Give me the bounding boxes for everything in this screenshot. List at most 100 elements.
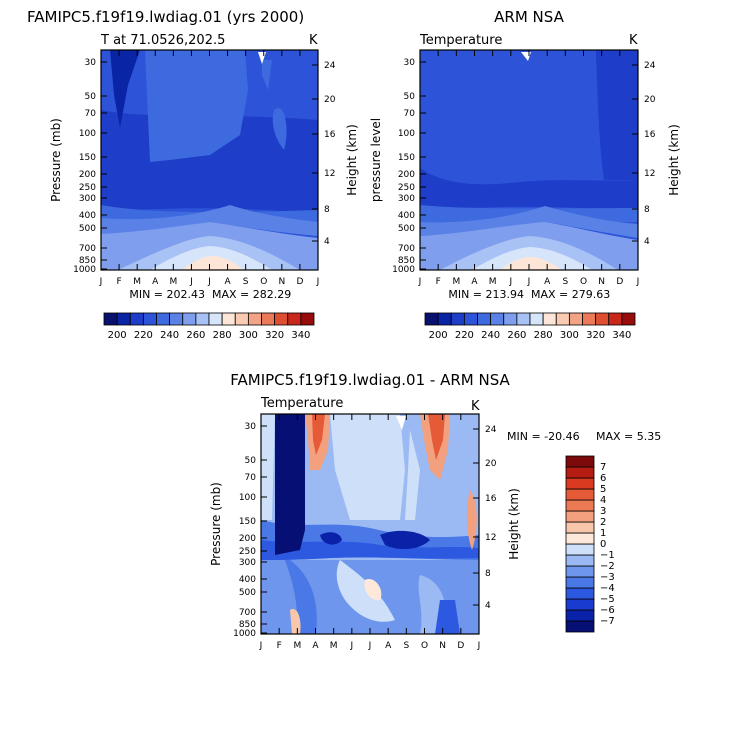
month-label: J xyxy=(418,277,422,287)
panel-diff-field xyxy=(261,414,479,634)
pressure-tick-label: 250 xyxy=(239,547,256,557)
colorbar-label: −1 xyxy=(600,550,615,561)
level-band-m0-5 xyxy=(330,414,405,520)
colorbar-swatch xyxy=(156,312,171,326)
colorbar-label: −5 xyxy=(600,594,615,605)
colorbar-swatch xyxy=(565,532,595,545)
level-band-245 xyxy=(101,205,318,236)
month-label: J xyxy=(368,641,372,651)
colorbar-label: −4 xyxy=(600,583,615,594)
month-label: J xyxy=(527,277,531,287)
height-tick-label: 24 xyxy=(324,61,336,71)
level-band-m7 xyxy=(275,414,305,555)
panel-model: FAMIPC5.f19f19.lwdiag.01 (yrs 2000) T at… xyxy=(27,8,359,341)
colorbar-label: 260 xyxy=(186,330,205,341)
pressure-tick-label: 1000 xyxy=(233,629,256,639)
pressure-tick-label: 500 xyxy=(398,224,415,234)
panel-obs-max: MAX = 279.63 xyxy=(531,288,610,301)
colorbar-swatch xyxy=(565,521,595,534)
month-label: A xyxy=(312,641,319,651)
pressure-tick-label: 30 xyxy=(404,58,416,68)
colorbar-swatch xyxy=(195,312,210,326)
pressure-tick-label: 50 xyxy=(404,92,416,102)
panel-obs: ARM NSA Temperature K 30 50 70 100 150 200 250… xyxy=(369,8,681,341)
month-label: J xyxy=(636,277,640,287)
colorbar-label: 240 xyxy=(160,330,179,341)
height-tick-label: 16 xyxy=(324,130,336,140)
level-band-285 xyxy=(500,257,562,270)
pressure-tick-label: 200 xyxy=(239,534,256,544)
height-tick-label: 20 xyxy=(324,95,336,105)
pressure-tick-label: 30 xyxy=(85,58,97,68)
pressure-tick-label: 700 xyxy=(79,244,96,254)
panel-obs-htick-labels: 24 20 16 12 8 4 xyxy=(644,61,656,247)
month-label: F xyxy=(277,641,282,651)
colorbar-swatch xyxy=(450,312,465,326)
colorbar-label: 320 xyxy=(265,330,284,341)
month-label: D xyxy=(616,277,623,287)
colorbar-label: 4 xyxy=(600,495,606,506)
pressure-tick-label: 30 xyxy=(245,422,257,432)
level-band-p4b xyxy=(428,414,445,460)
month-label: M xyxy=(133,277,141,287)
pressure-tick-label: 70 xyxy=(245,473,257,483)
pressure-tick-label: 150 xyxy=(398,153,415,163)
height-tick-label: 16 xyxy=(644,130,656,140)
panel-obs-ylabel-right: Height (km) xyxy=(667,124,681,195)
panel-diff-unit: K xyxy=(471,399,480,414)
colorbar-swatch xyxy=(477,312,492,326)
pressure-tick-label: 400 xyxy=(239,575,256,585)
colorbar-label: −6 xyxy=(600,605,615,616)
level-band-p0-5 xyxy=(364,579,382,601)
month-label: A xyxy=(385,641,392,651)
colorbar-swatch xyxy=(565,499,595,512)
panel-diff-subtitle: Temperature xyxy=(260,396,343,411)
colorbar-label: 280 xyxy=(213,330,232,341)
panel-model-max: MAX = 282.29 xyxy=(212,288,291,301)
level-band-215-right xyxy=(596,50,638,180)
colorbar-swatch xyxy=(565,620,595,633)
colorbar-swatch xyxy=(182,312,197,326)
panel-diff-min: MIN = -20.46 xyxy=(507,430,580,443)
pressure-tick-label: 850 xyxy=(398,256,415,266)
colorbar-swatch xyxy=(503,312,518,326)
month-label: S xyxy=(243,277,249,287)
missing-data-notch xyxy=(396,416,406,430)
colorbar-swatch xyxy=(103,312,118,326)
colorbar-label: 340 xyxy=(291,330,310,341)
month-label: J xyxy=(259,641,263,651)
month-label: J xyxy=(350,641,354,651)
level-band-p2c xyxy=(466,490,477,550)
panel-obs-unit: K xyxy=(629,33,638,48)
level-band-m6b xyxy=(320,532,342,545)
colorbar-label: 200 xyxy=(429,330,448,341)
colorbar-label: 0 xyxy=(600,539,606,550)
height-tick-label: 24 xyxy=(485,425,497,435)
panel-obs-tick-marks xyxy=(419,50,639,270)
colorbar-swatch xyxy=(595,312,610,326)
pressure-tick-label: 250 xyxy=(398,183,415,193)
colorbar-label: 340 xyxy=(612,330,631,341)
colorbar-swatch xyxy=(565,477,595,490)
panel-model-colorbar: 200 220 240 260 280 300 320 340 xyxy=(103,312,315,341)
level-band-225-spot xyxy=(262,60,272,90)
panel-diff: FAMIPC5.f19f19.lwdiag.01 - ARM NSA Tempe… xyxy=(209,371,661,651)
height-tick-label: 8 xyxy=(485,569,491,579)
height-tick-label: 8 xyxy=(644,205,650,215)
colorbar-swatch xyxy=(565,510,595,523)
colorbar-swatch xyxy=(568,312,583,326)
colorbar-swatch xyxy=(565,455,595,468)
month-label: N xyxy=(598,277,605,287)
month-label: O xyxy=(260,277,267,287)
level-band-285 xyxy=(182,256,244,270)
level-band-225-spot2 xyxy=(272,108,287,150)
colorbar-swatch xyxy=(565,488,595,501)
panel-diff-ylabel-right: Height (km) xyxy=(507,488,521,559)
level-band-p1 xyxy=(290,609,301,634)
pressure-tick-label: 300 xyxy=(79,194,96,204)
colorbar-swatch xyxy=(142,312,157,326)
height-tick-label: 4 xyxy=(485,601,491,611)
